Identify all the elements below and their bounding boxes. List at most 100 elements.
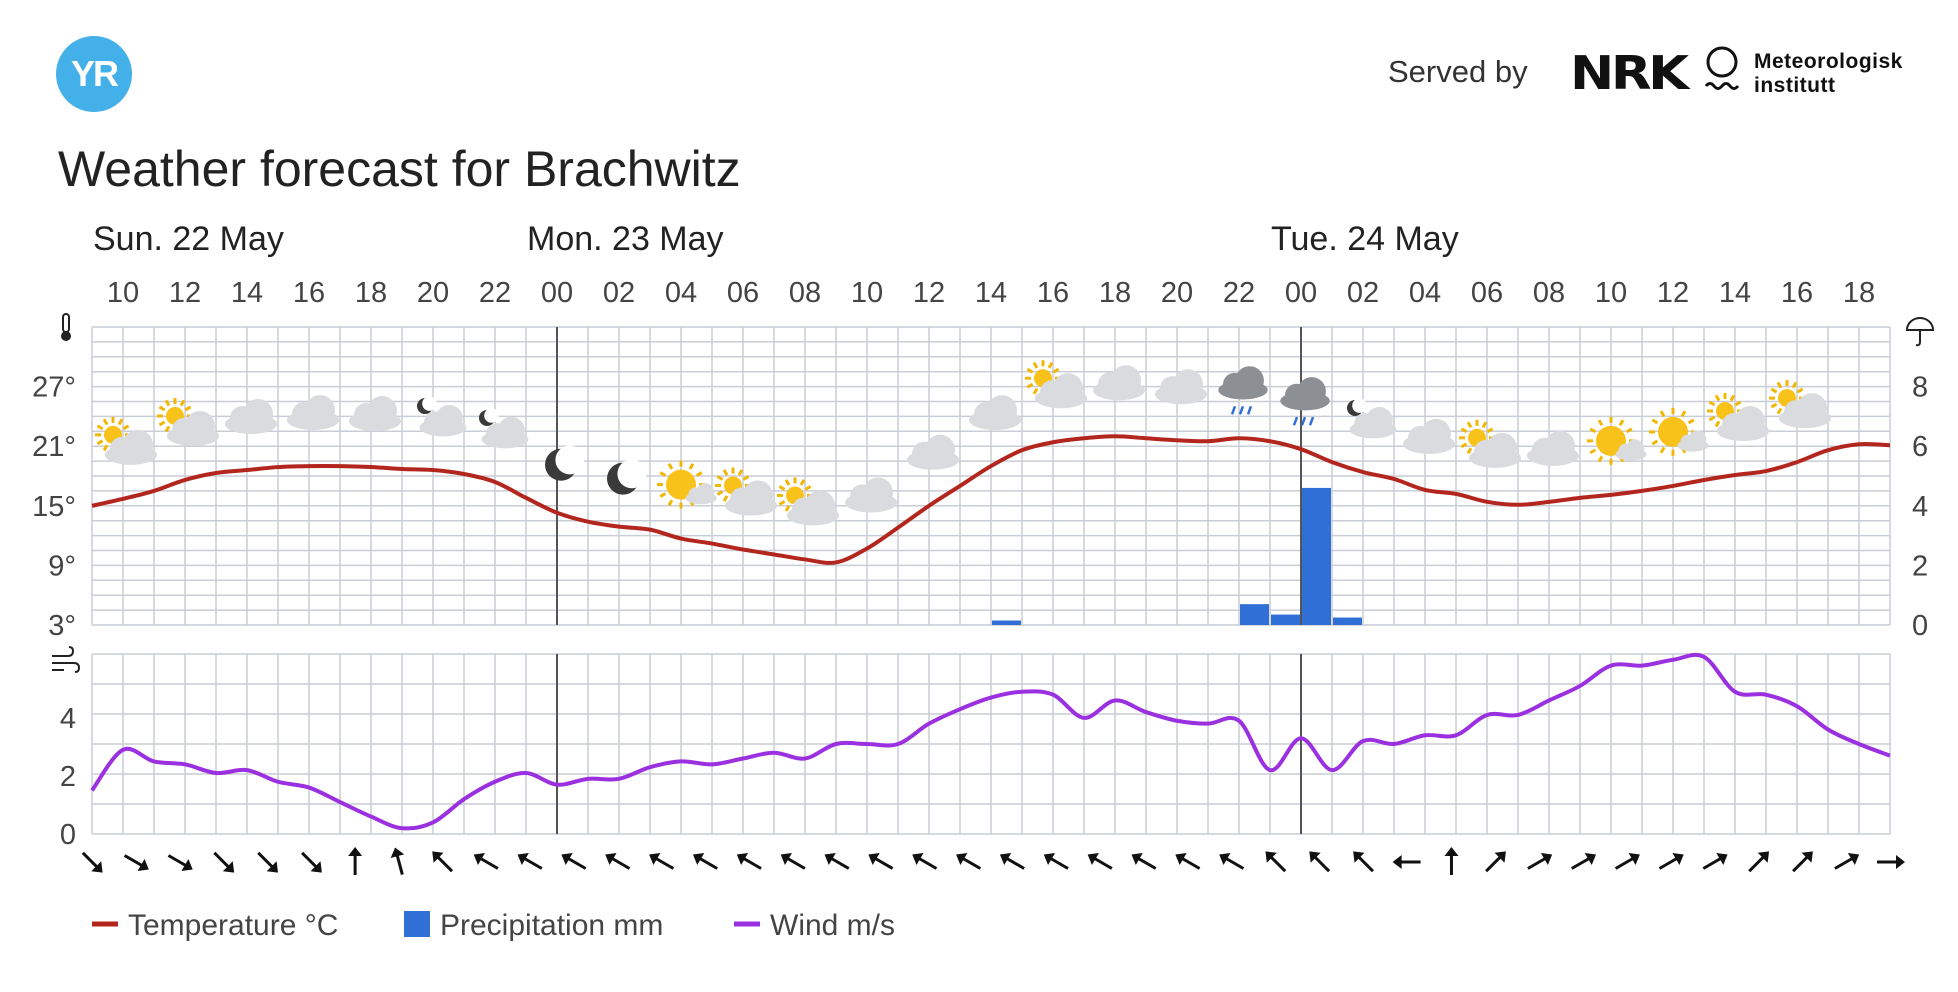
- wind-direction-arrow-icon: [348, 847, 363, 875]
- fair-day-icon: [1649, 407, 1709, 456]
- partly-cloudy-day-icon: [157, 397, 219, 446]
- partly-cloudy-day-icon: [715, 467, 777, 516]
- hour-tick-label: 08: [1533, 277, 1565, 309]
- wind-line: [90, 652, 1891, 831]
- wind-direction-arrow-icon: [824, 852, 850, 870]
- hour-tick-label: 18: [1843, 277, 1875, 309]
- met-institute-logo-text[interactable]: Meteorologisk institutt: [1754, 50, 1903, 98]
- wind-direction-arrow-icon: [649, 852, 675, 870]
- fair-day-icon: [657, 460, 717, 509]
- wind-direction-arrow-icon: [1614, 852, 1640, 870]
- umbrella-icon: [1905, 317, 1935, 347]
- precipitation-bar: [1333, 617, 1362, 625]
- wind-direction-arrow-icon: [1702, 852, 1728, 870]
- hour-tick-label: 16: [293, 277, 325, 309]
- clear-night-icon: [545, 445, 585, 481]
- cloudy-icon: [1403, 418, 1455, 454]
- wind-direction-arrow-icon: [213, 851, 235, 873]
- wind-direction-arrow-icon: [257, 851, 279, 873]
- precipitation-tick-label: 8: [1912, 372, 1928, 404]
- hour-tick-label: 20: [417, 277, 449, 309]
- day-label: Sun. 22 May: [93, 220, 284, 258]
- temperature-tick-label: 15°: [32, 491, 76, 523]
- partly-cloudy-day-icon: [1769, 380, 1831, 429]
- cloudy-icon: [287, 395, 339, 431]
- fair-day-icon: [1587, 416, 1647, 465]
- yr-logo[interactable]: YR: [56, 36, 132, 112]
- legend: Temperature °C Precipitation mm Wind m/s: [92, 909, 895, 942]
- hour-tick-label: 18: [1099, 277, 1131, 309]
- wind-direction-arrow-icon: [390, 847, 405, 875]
- hour-tick-label: 06: [1471, 277, 1503, 309]
- nrk-logo[interactable]: NRK: [1570, 46, 1689, 100]
- precipitation-tick-label: 6: [1912, 431, 1928, 463]
- hour-tick-label: 16: [1037, 277, 1069, 309]
- hour-tick-label: 14: [231, 277, 263, 309]
- wind-tick-label: 2: [60, 761, 76, 793]
- precipitation-tick-label: 4: [1912, 491, 1928, 523]
- precipitation-bar: [1302, 487, 1331, 625]
- partly-cloudy-day-icon: [1459, 419, 1521, 468]
- day-label: Tue. 24 May: [1271, 220, 1459, 258]
- hour-tick-label: 14: [1719, 277, 1751, 309]
- precipitation-bar: [992, 620, 1021, 625]
- axis-layer: 3° 9° 15° 21° 27° 0 2 4 6 8 0 2 4: [32, 313, 1935, 851]
- grid-layer: [91, 326, 1891, 835]
- wind-direction-arrow-icon: [1392, 855, 1421, 869]
- wind-direction-arrow-icon: [692, 852, 718, 870]
- hour-tick-label: 22: [479, 277, 511, 309]
- wind-direction-arrow-icon: [1219, 852, 1245, 870]
- wind-direction-arrow-icon: [1353, 851, 1375, 873]
- partly-cloudy-day-icon: [1025, 360, 1087, 409]
- hour-tick-label: 02: [603, 277, 635, 309]
- wind-direction-arrow-icon: [1175, 852, 1201, 870]
- wind-direction-arrow-icon: [1834, 852, 1860, 870]
- partly-cloudy-day-icon: [1707, 393, 1769, 442]
- wind-direction-arrow-icon: [868, 852, 894, 870]
- partly-cloudy-day-icon: [777, 477, 839, 526]
- weather-symbols: [95, 360, 1831, 526]
- temperature-tick-label: 3°: [48, 610, 76, 642]
- hour-tick-label: 12: [169, 277, 201, 309]
- wind-direction-arrow-icon: [1658, 852, 1684, 870]
- wind-direction-arrow-icon: [956, 852, 982, 870]
- partly-cloudy-day-icon: [95, 416, 157, 465]
- wind-direction-arrow-icon: [123, 854, 149, 872]
- wind-direction-arrow-icon: [1265, 851, 1287, 873]
- legend-label-temperature: Temperature °C: [128, 909, 338, 942]
- wind-direction-arrow-icon: [1792, 851, 1813, 873]
- hour-tick-label: 00: [541, 277, 573, 309]
- precipitation-bar: [1240, 604, 1269, 625]
- temperature-tick-label: 9°: [48, 550, 76, 582]
- clear-night-icon: [607, 459, 647, 495]
- partly-cloudy-night-icon: [417, 396, 467, 437]
- wind-direction-arrow-icon: [912, 852, 938, 870]
- wind-tick-label: 4: [60, 703, 76, 735]
- met-line2: institutt: [1754, 74, 1836, 97]
- hour-tick-label: 06: [727, 277, 759, 309]
- cloudy-icon: [225, 399, 277, 435]
- cloudy-icon: [1527, 430, 1579, 466]
- hour-tick-label: 04: [665, 277, 697, 309]
- cloudy-icon: [969, 395, 1021, 431]
- cloudy-icon: [907, 434, 959, 470]
- day-label: Mon. 23 May: [527, 220, 724, 258]
- hour-tick-label: 16: [1781, 277, 1813, 309]
- wind-direction-arrow-icon: [1087, 852, 1113, 870]
- met-line1: Meteorologisk: [1754, 50, 1903, 73]
- wind-direction-arrow-icon: [432, 851, 454, 873]
- wind-direction-arrow-icon: [1527, 852, 1553, 870]
- cloudy-icon: [1155, 369, 1207, 405]
- hour-tick-label: 20: [1161, 277, 1193, 309]
- legend-label-wind: Wind m/s: [770, 909, 895, 942]
- hour-labels: 10 12 14 16 18 20 22 00 02 04 06 08 10 12 14 16 18 20 22 00…: [107, 277, 1875, 309]
- hour-tick-label: 00: [1285, 277, 1317, 309]
- wind-direction-arrows: [81, 847, 1905, 875]
- wind-direction-arrow-icon: [167, 854, 193, 872]
- precipitation-bar: [1271, 614, 1300, 625]
- hour-tick-label: 12: [913, 277, 945, 309]
- partly-cloudy-night-icon: [1347, 398, 1397, 439]
- wind-direction-arrow-icon: [780, 852, 806, 870]
- hour-tick-label: 02: [1347, 277, 1379, 309]
